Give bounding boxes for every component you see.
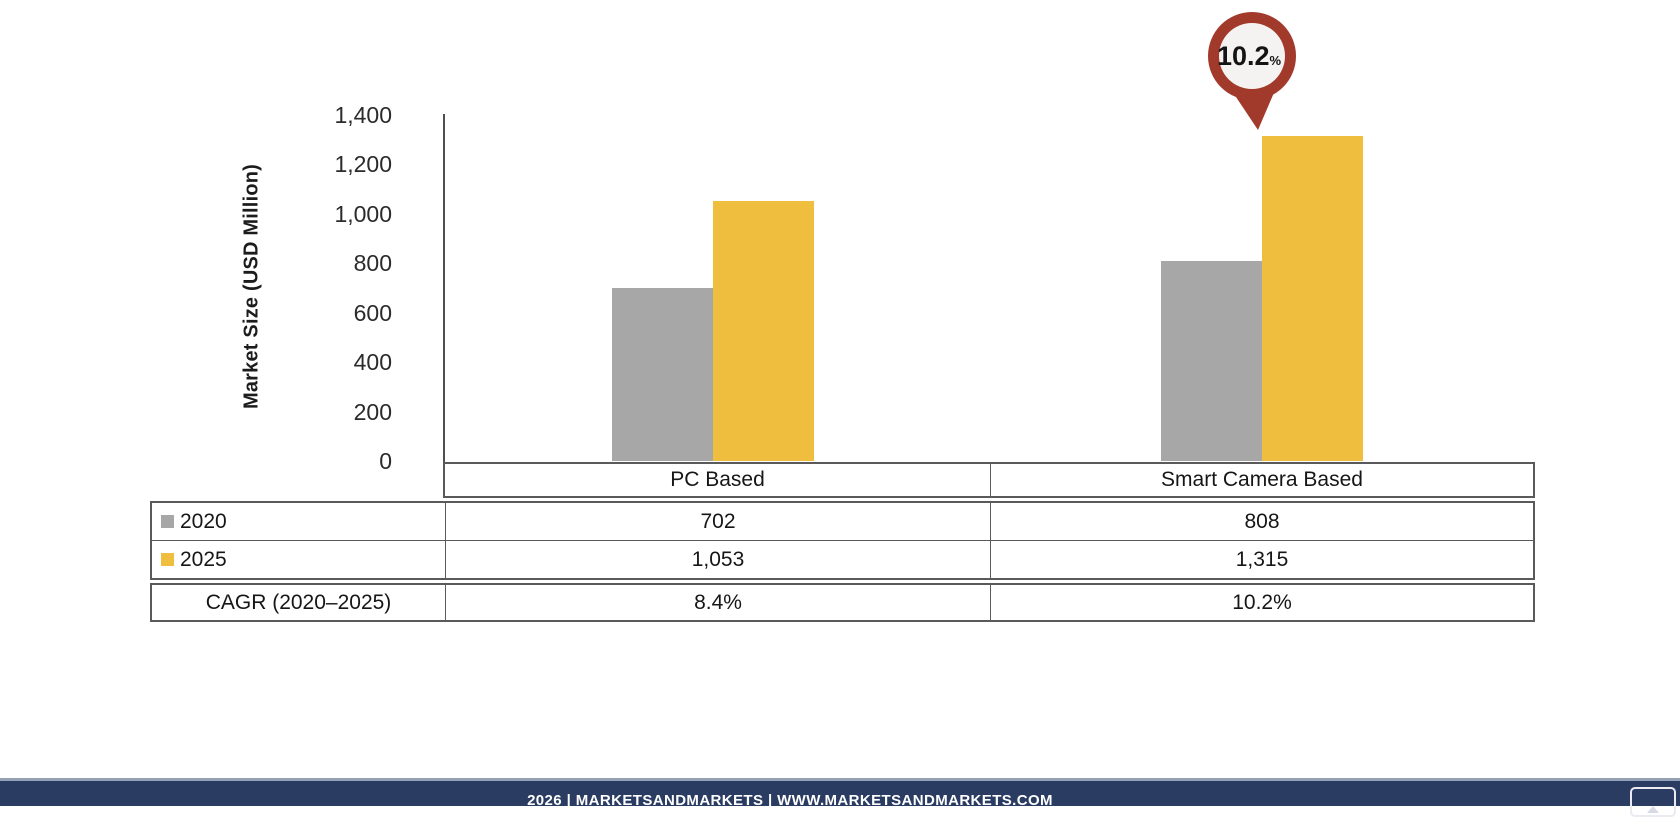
cagr-value-cell: 8.4% (445, 585, 990, 620)
value-cell: 1,053 (445, 541, 990, 578)
legend-item-2025: 2025 (152, 541, 445, 578)
cagr-pin-value: 10.2 (1217, 41, 1270, 71)
series-data-table: 2020 702 808 2025 1,053 1,315 (150, 501, 1535, 580)
cagr-pin-annotation: 10.2% (1208, 12, 1296, 130)
legend-swatch-icon (161, 553, 174, 566)
value-cell: 702 (445, 503, 990, 540)
legend-label: 2020 (180, 509, 227, 533)
plot-area (612, 136, 1363, 461)
y-axis-line (443, 114, 445, 464)
expand-icon[interactable] (1630, 787, 1676, 817)
y-tick-label: 1,400 (334, 102, 392, 128)
value-cell: 808 (990, 503, 1533, 540)
category-label: Smart Camera Based (990, 464, 1533, 496)
y-tick-label: 800 (353, 250, 392, 277)
y-tick-label: 200 (353, 398, 392, 425)
cagr-value-cell: 10.2% (990, 585, 1533, 620)
cagr-pin-label: 10.2% (1217, 41, 1282, 71)
y-tick-label: 1,200 (334, 151, 392, 178)
table-row-2025: 2025 1,053 1,315 (152, 540, 1533, 578)
y-tick-label: 600 (353, 299, 392, 326)
cagr-row: CAGR (2020–2025) 8.4% 10.2% (150, 583, 1535, 622)
legend-label: 2025 (180, 547, 227, 571)
y-tick-label: 400 (353, 349, 392, 376)
category-label: PC Based (670, 468, 765, 491)
value-cell: 1,315 (990, 541, 1533, 578)
legend-item-2020: 2020 (152, 503, 445, 540)
y-tick-label: 0 (379, 448, 392, 474)
legend-swatch-icon (161, 515, 174, 528)
footer-bar: 2026 | MARKETSANDMARKETS | WWW.MARKETSAN… (0, 778, 1680, 817)
cagr-pin-suffix: % (1270, 53, 1282, 68)
pin-face (1219, 23, 1285, 89)
y-tick-label: 1,000 (334, 200, 392, 227)
footer-source-text: 2026 | MARKETSANDMARKETS | WWW.MARKETSAN… (527, 792, 1053, 809)
chevron-up-icon (1647, 806, 1659, 813)
bar-pc-based-2025 (713, 201, 814, 461)
cagr-label: CAGR (2020–2025) (205, 590, 392, 614)
category-header-row: PC Based Smart Camera Based (443, 462, 1535, 498)
y-axis-ticks: 0 200 400 600 800 1,000 1,200 1,400 (270, 0, 392, 480)
bar-smart-camera-based-2020 (1161, 261, 1262, 461)
table-row-2020: 2020 702 808 (152, 503, 1533, 540)
bar-pc-based-2020 (612, 288, 713, 461)
bar-smart-camera-based-2025 (1262, 136, 1363, 461)
